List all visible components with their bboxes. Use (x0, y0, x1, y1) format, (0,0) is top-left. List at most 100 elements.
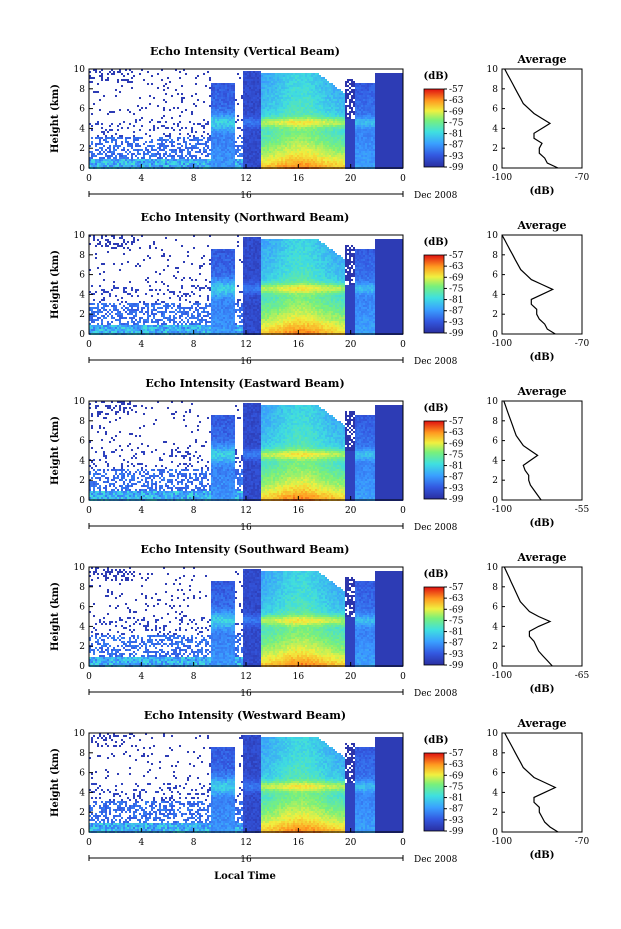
heatmap-cell (289, 87, 291, 89)
heatmap-cell (329, 155, 331, 157)
heatmap-cell (357, 127, 359, 129)
heatmap-cell (241, 137, 243, 139)
heatmap-cell (387, 163, 389, 165)
heatmap-cell (245, 133, 247, 135)
heatmap-cell (375, 137, 377, 139)
heatmap-cell (327, 163, 329, 165)
heatmap-cell (299, 89, 301, 91)
heatmap-cell (267, 117, 269, 119)
heatmap-cell (269, 97, 271, 99)
heatmap-cell (335, 157, 337, 159)
heatmap-cell (299, 77, 301, 79)
heatmap-cell (301, 115, 303, 117)
heatmap-cell (265, 141, 267, 143)
heatmap-cell (311, 113, 313, 115)
heatmap-cell (151, 149, 153, 151)
heatmap-cell (365, 141, 367, 143)
heatmap-cell (361, 157, 363, 159)
heatmap-cell (165, 159, 167, 161)
heatmap-cell (381, 89, 383, 91)
heatmap-cell (273, 127, 275, 129)
heatmap-cell (105, 149, 107, 151)
heatmap-cell (319, 159, 321, 161)
heatmap-cell (319, 91, 321, 93)
heatmap-cell (197, 123, 199, 125)
heatmap-cell (285, 87, 287, 89)
heatmap-cell (341, 111, 343, 113)
heatmap-cell (167, 127, 169, 129)
heatmap-cell (299, 97, 301, 99)
heatmap-cell (347, 125, 349, 127)
heatmap-cell (371, 155, 373, 157)
heatmap-cell (189, 121, 191, 123)
heatmap-cell (211, 97, 213, 99)
heatmap-cell (355, 121, 357, 123)
heatmap-cell (305, 91, 307, 93)
heatmap-cell (285, 83, 287, 85)
heatmap-cell (387, 77, 389, 79)
heatmap-cell (373, 149, 375, 151)
heatmap-cell (263, 151, 265, 153)
heatmap-cell (121, 165, 123, 167)
heatmap-cell (339, 141, 341, 143)
heatmap-cell (111, 165, 113, 167)
heatmap-cell (273, 83, 275, 85)
heatmap-cell (303, 95, 305, 97)
heatmap-cell (227, 161, 229, 163)
heatmap-cell (295, 129, 297, 131)
heatmap-cell (267, 93, 269, 95)
heatmap-cell (307, 111, 309, 113)
heatmap-cell (109, 155, 111, 157)
heatmap-cell (325, 133, 327, 135)
heatmap-cell (307, 137, 309, 139)
heatmap-cell (291, 123, 293, 125)
heatmap-cell (311, 105, 313, 107)
heatmap-cell (107, 131, 109, 133)
heatmap-cell (383, 107, 385, 109)
heatmap-cell (159, 155, 161, 157)
heatmap-cell (331, 105, 333, 107)
heatmap-cell (327, 145, 329, 147)
heatmap-cell (321, 109, 323, 111)
heatmap-cell (149, 161, 151, 163)
heatmap-cell (225, 89, 227, 91)
heatmap-cell (215, 89, 217, 91)
heatmap-cell (303, 75, 305, 77)
heatmap-cell (313, 155, 315, 157)
heatmap-cell (319, 77, 321, 79)
heatmap-cell (215, 161, 217, 163)
heatmap-cell (191, 139, 193, 141)
heatmap-cell (91, 141, 93, 143)
heatmap-cell (273, 163, 275, 165)
heatmap-cell (103, 165, 105, 167)
heatmap-cell (303, 113, 305, 115)
heatmap-cell (275, 81, 277, 83)
heatmap-cell (227, 91, 229, 93)
heatmap-cell (219, 129, 221, 131)
heatmap-cell (311, 137, 313, 139)
heatmap-cell (375, 139, 377, 141)
heatmap-cell (111, 69, 113, 71)
heatmap-cell (303, 137, 305, 139)
heatmap-cell (197, 163, 199, 165)
heatmap-cell (223, 105, 225, 107)
heatmap-cell (371, 135, 373, 137)
heatmap-cell (279, 79, 281, 81)
heatmap-cell (373, 161, 375, 163)
heatmap-cell (283, 117, 285, 119)
heatmap-cell (351, 109, 353, 111)
heatmap-cell (113, 137, 115, 139)
heatmap-cell (257, 95, 259, 97)
heatmap-cell (317, 89, 319, 91)
heatmap-cell (161, 149, 163, 151)
heatmap-cell (349, 83, 351, 85)
heatmap-cell (353, 145, 355, 147)
heatmap-cell (379, 77, 381, 79)
heatmap-cell (323, 79, 325, 81)
heatmap-cell (137, 145, 139, 147)
heatmap-cell (231, 135, 233, 137)
heatmap-cell (363, 127, 365, 129)
heatmap-cell (339, 117, 341, 119)
heatmap-cell (329, 85, 331, 87)
heatmap-cell (393, 101, 395, 103)
